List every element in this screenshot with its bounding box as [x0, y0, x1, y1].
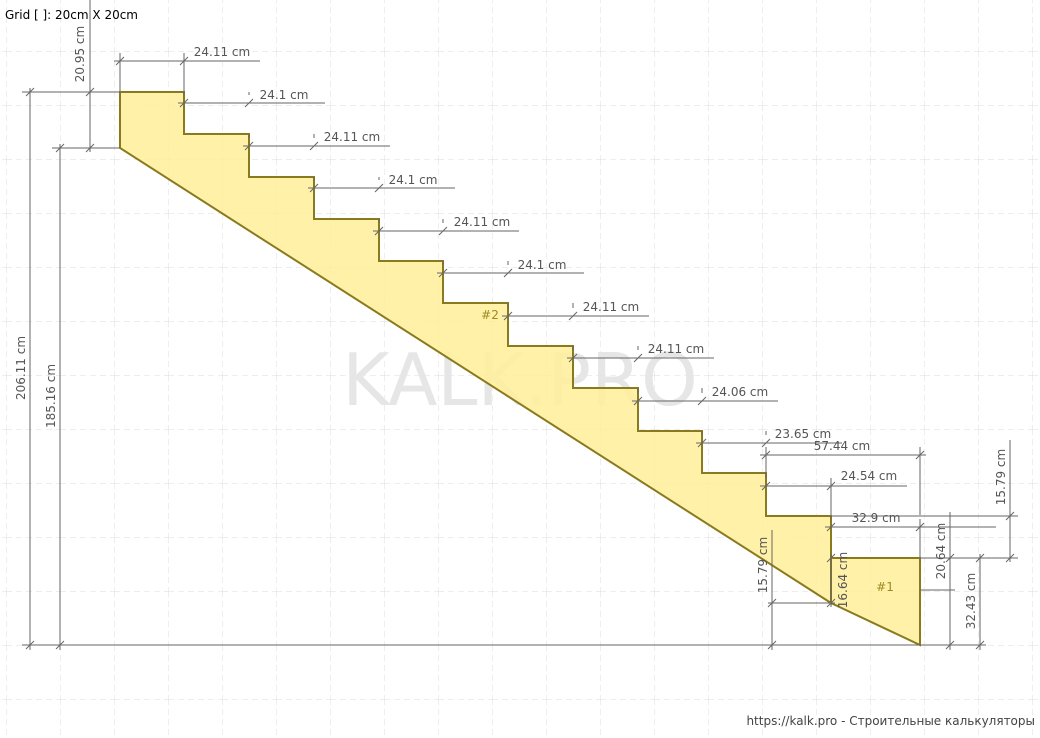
dimension-line: [826, 553, 836, 563]
dimension-line: [697, 396, 707, 406]
dimension-label: 32.9 cm: [852, 511, 901, 525]
dimension-label: 24.1 cm: [518, 258, 567, 272]
dimension-label: 24.11 cm: [454, 215, 510, 229]
dimension-line: [761, 438, 771, 448]
dimension-line: [975, 640, 985, 650]
dimension-line: [438, 226, 448, 236]
dimension-label: 24.06 cm: [712, 385, 768, 399]
dimension-line: [374, 183, 384, 193]
stringer-2: [119, 91, 832, 605]
dimension-label: 24.1 cm: [389, 173, 438, 187]
dimension-label: 24.1 cm: [260, 88, 309, 102]
dimension-line: [503, 311, 513, 321]
dimension-line: [945, 553, 955, 563]
dimension-label: 20.64 cm: [934, 523, 948, 579]
dimension-line: [761, 481, 771, 491]
dimension-line: [503, 268, 513, 278]
dimension-label: 24.11 cm: [194, 45, 250, 59]
dimension-line: [767, 640, 777, 650]
dimension-line: [915, 450, 925, 460]
dimension-line: [309, 141, 319, 151]
dimension-label: 20.95 cm: [73, 26, 87, 82]
dimension-line: [309, 183, 319, 193]
dimension-label: 185.16 cm: [44, 364, 58, 428]
dimension-label: 23.65 cm: [775, 427, 831, 441]
dimension-line: [633, 396, 643, 406]
dimension-line: [179, 98, 189, 108]
dimension-label: 15.79 cm: [994, 449, 1008, 505]
dimension-line: [115, 56, 125, 66]
dimension-line: [826, 522, 836, 532]
dimension-line: [568, 311, 578, 321]
dimension-line: [179, 56, 189, 66]
dimension-label: 16.64 cm: [836, 552, 850, 608]
dimension-label: 57.44 cm: [814, 439, 870, 453]
part-label: #2: [481, 308, 499, 322]
dimension-line: [915, 522, 925, 532]
footer-link: https://kalk.pro - Строительные калькуля…: [746, 714, 1035, 728]
dimension-line: [826, 481, 836, 491]
dimension-line: [244, 141, 254, 151]
dimension-line: [697, 438, 707, 448]
dimension-line: [438, 268, 448, 278]
dimension-label: 15.79 cm: [756, 537, 770, 593]
dimension-label: 24.54 cm: [841, 469, 897, 483]
dimension-label: 24.11 cm: [648, 342, 704, 356]
dimension-line: [374, 226, 384, 236]
dimension-line: [826, 598, 836, 608]
part-label: #1: [876, 580, 894, 594]
dimension-line: [633, 353, 643, 363]
dimension-line: [975, 553, 985, 563]
dimension-label: 206.11 cm: [14, 336, 28, 400]
dimension-label: 32.43 cm: [964, 573, 978, 629]
grid-note: Grid [ ]: 20cm X 20cm: [5, 8, 138, 22]
dimension-line: [244, 98, 254, 108]
dimension-line: [568, 353, 578, 363]
dimension-line: [761, 450, 771, 460]
dimension-label: 24.11 cm: [583, 300, 639, 314]
dimension-label: 24.11 cm: [324, 130, 380, 144]
dimension-lines: [22, 0, 1018, 650]
dimension-line: [945, 640, 955, 650]
